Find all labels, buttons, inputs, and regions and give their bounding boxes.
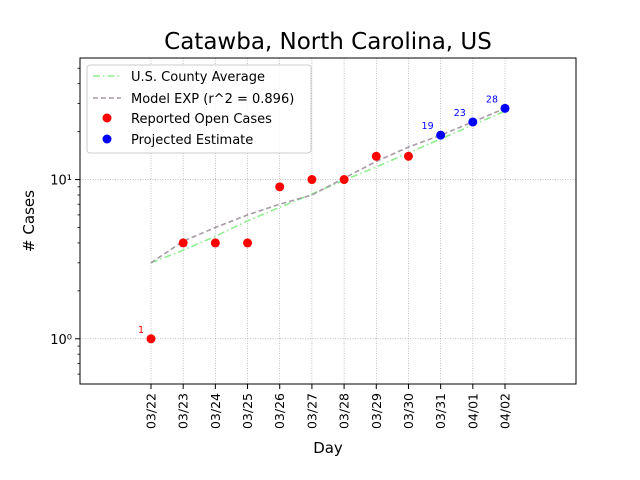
legend: U.S. County Average Model EXP (r^2 = 0.8… — [86, 64, 312, 154]
x-tick-label: 03/23 — [176, 393, 191, 429]
y-tick-label: 10¹ — [50, 174, 72, 189]
data-point-series-2 — [243, 238, 253, 248]
x-tick-label: 03/30 — [401, 393, 416, 429]
data-point-series-2 — [210, 238, 220, 248]
data-label: 1 — [138, 325, 144, 336]
y-tick-label: 10⁰ — [50, 333, 72, 348]
x-tick-label: 03/24 — [208, 393, 223, 429]
legend-box — [86, 64, 312, 154]
legend-label-reported: Reported Open Cases — [131, 112, 272, 127]
data-point-series-3 — [500, 103, 510, 113]
chart-title: Catawba, North Carolina, US — [164, 29, 492, 55]
x-tick-label: 03/22 — [144, 393, 159, 429]
axes: 03/22 03/23 03/24 03/25 03/26 03/27 03/28 03/29… — [50, 67, 513, 429]
annotations: 1 19 23 28 — [138, 94, 498, 335]
x-tick-label: 04/02 — [498, 393, 513, 429]
series-line-1 — [150, 107, 506, 264]
data-point-series-3 — [468, 117, 478, 127]
x-tick-label: 03/26 — [272, 393, 287, 429]
y-axis-label: # Cases — [20, 190, 38, 252]
x-tick-label: 03/27 — [304, 393, 319, 429]
data-point-series-2 — [178, 238, 188, 248]
data-point-series-3 — [436, 130, 446, 140]
legend-label-projected: Projected Estimate — [131, 133, 253, 148]
x-tick-label: 03/29 — [369, 393, 384, 429]
x-tick-label: 03/28 — [337, 393, 352, 429]
data-label: 23 — [454, 108, 466, 119]
data-point-series-2 — [339, 175, 349, 185]
data-point-series-2 — [307, 175, 317, 185]
legend-label-model: Model EXP (r^2 = 0.896) — [131, 92, 294, 107]
legend-swatch-projected — [102, 134, 112, 144]
x-axis-label: Day — [313, 439, 343, 457]
data-point-series-2 — [275, 182, 285, 192]
legend-swatch-reported — [102, 113, 112, 123]
data-label: 19 — [422, 121, 434, 132]
series-layer — [146, 103, 510, 344]
data-label: 28 — [486, 94, 498, 105]
data-point-series-2 — [146, 334, 156, 344]
legend-label-county-average: U.S. County Average — [131, 70, 265, 85]
data-point-series-2 — [371, 151, 381, 161]
x-tick-label: 03/25 — [240, 393, 255, 429]
data-point-series-2 — [403, 151, 413, 161]
x-tick-label: 04/01 — [465, 393, 480, 429]
plot-frame — [79, 57, 577, 385]
x-tick-label: 03/31 — [433, 393, 448, 429]
